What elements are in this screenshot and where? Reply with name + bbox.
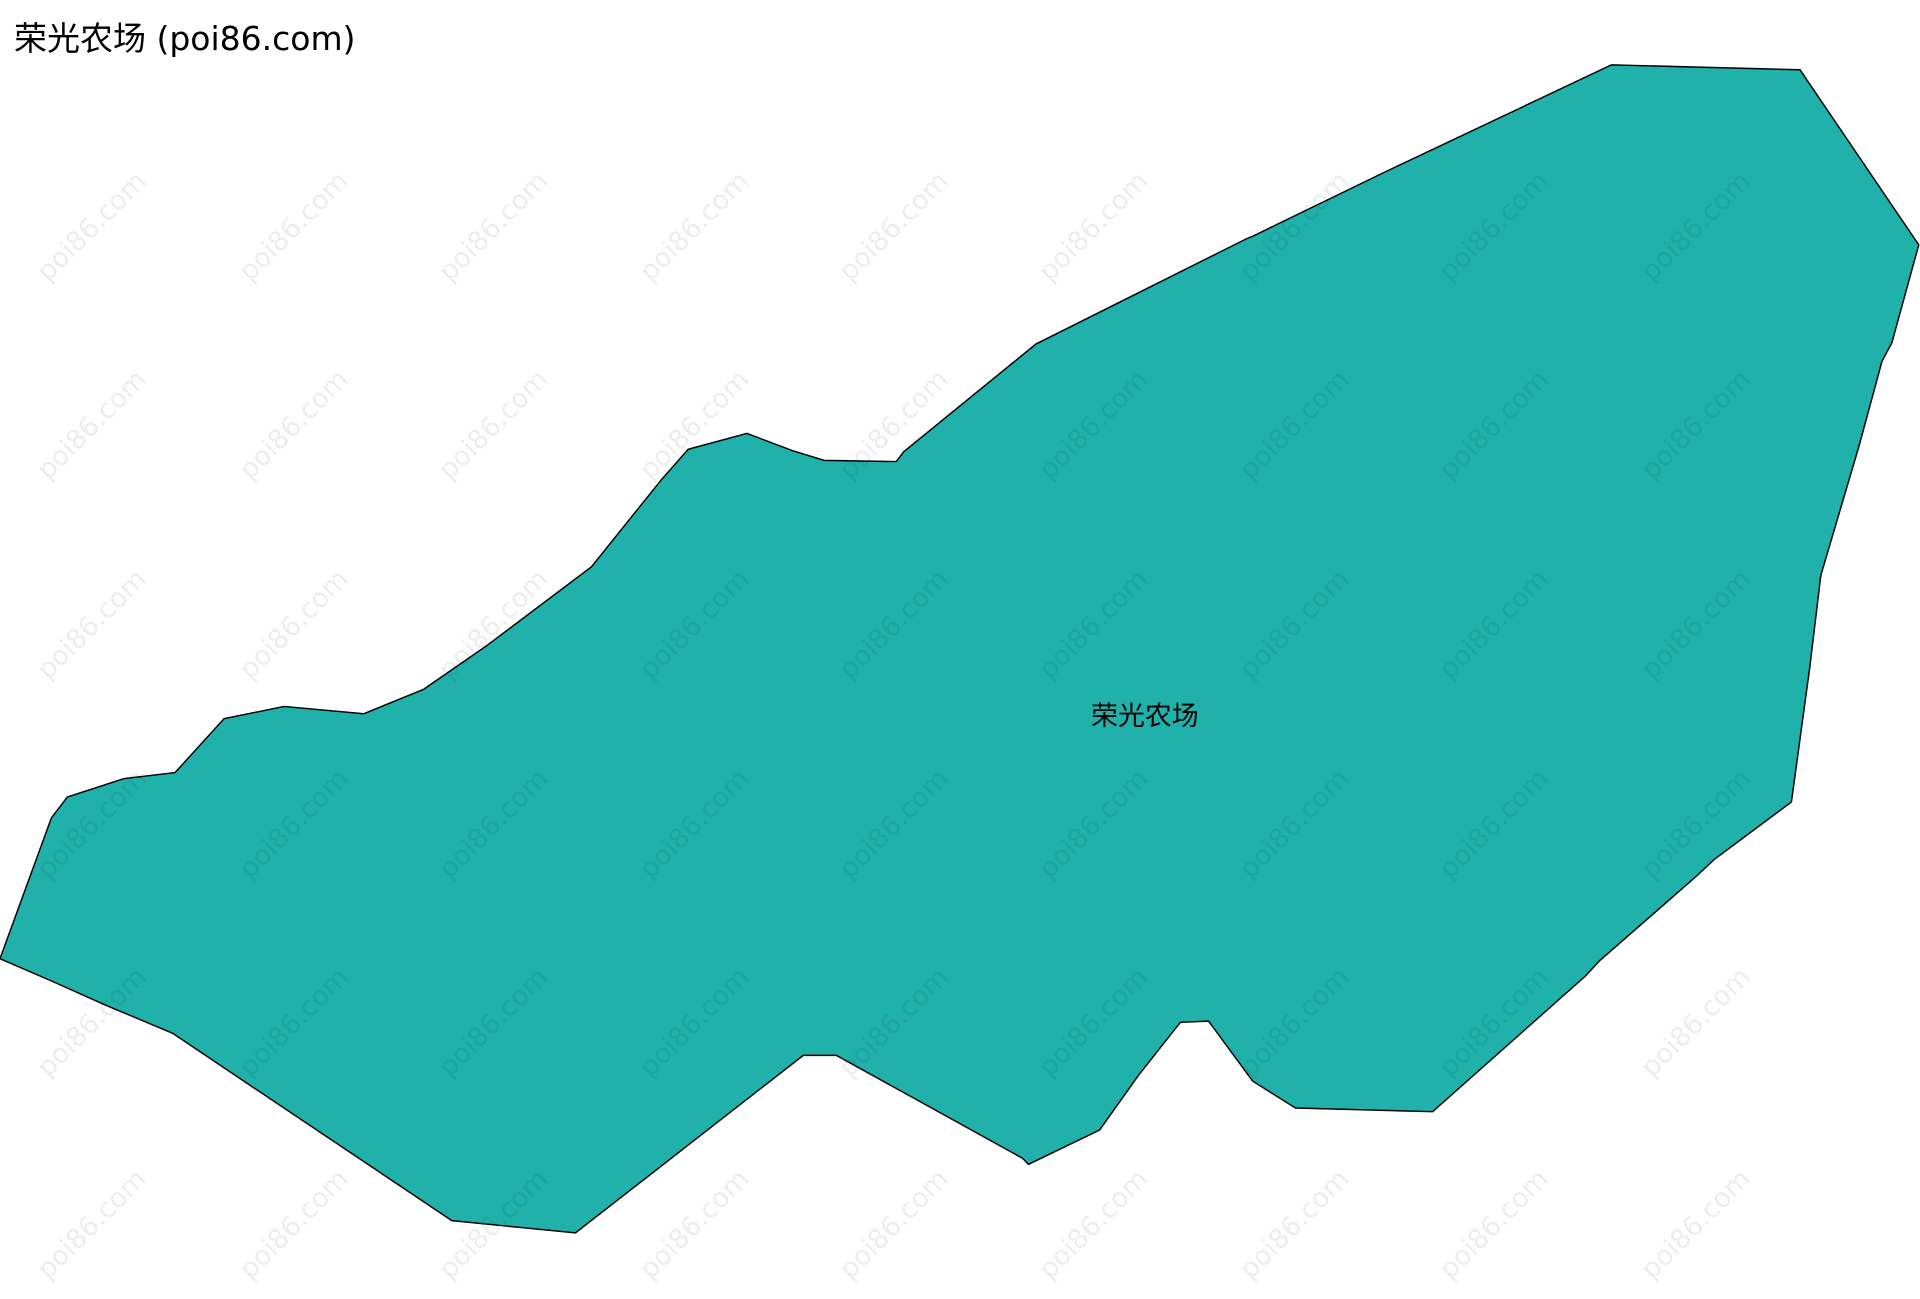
- watermark-text: poi86.com: [1635, 961, 1757, 1083]
- region-label: 荣光农场: [1091, 701, 1199, 732]
- page-title: 荣光农场 (poi86.com): [14, 19, 356, 58]
- watermark-text: poi86.com: [833, 166, 955, 288]
- watermark-text: poi86.com: [233, 1163, 355, 1285]
- watermark-text: poi86.com: [31, 1163, 153, 1285]
- watermark-text: poi86.com: [1433, 1163, 1555, 1285]
- watermark-text: poi86.com: [31, 364, 153, 486]
- watermark-text: poi86.com: [233, 166, 355, 288]
- watermark-text: poi86.com: [1233, 1163, 1355, 1285]
- watermark-text: poi86.com: [233, 564, 355, 686]
- watermark-text: poi86.com: [1635, 1163, 1757, 1285]
- watermark-text: poi86.com: [833, 1163, 955, 1285]
- watermark-text: poi86.com: [233, 364, 355, 486]
- watermark-text: poi86.com: [433, 364, 555, 486]
- watermark-text: poi86.com: [633, 166, 755, 288]
- region-polygon[interactable]: [0, 64, 1920, 1234]
- watermark-text: poi86.com: [31, 564, 153, 686]
- watermark-text: poi86.com: [31, 166, 153, 288]
- watermark-text: poi86.com: [1033, 1163, 1155, 1285]
- watermark-text: poi86.com: [1033, 166, 1155, 288]
- watermark-text: poi86.com: [433, 166, 555, 288]
- watermark-text: poi86.com: [633, 1163, 755, 1285]
